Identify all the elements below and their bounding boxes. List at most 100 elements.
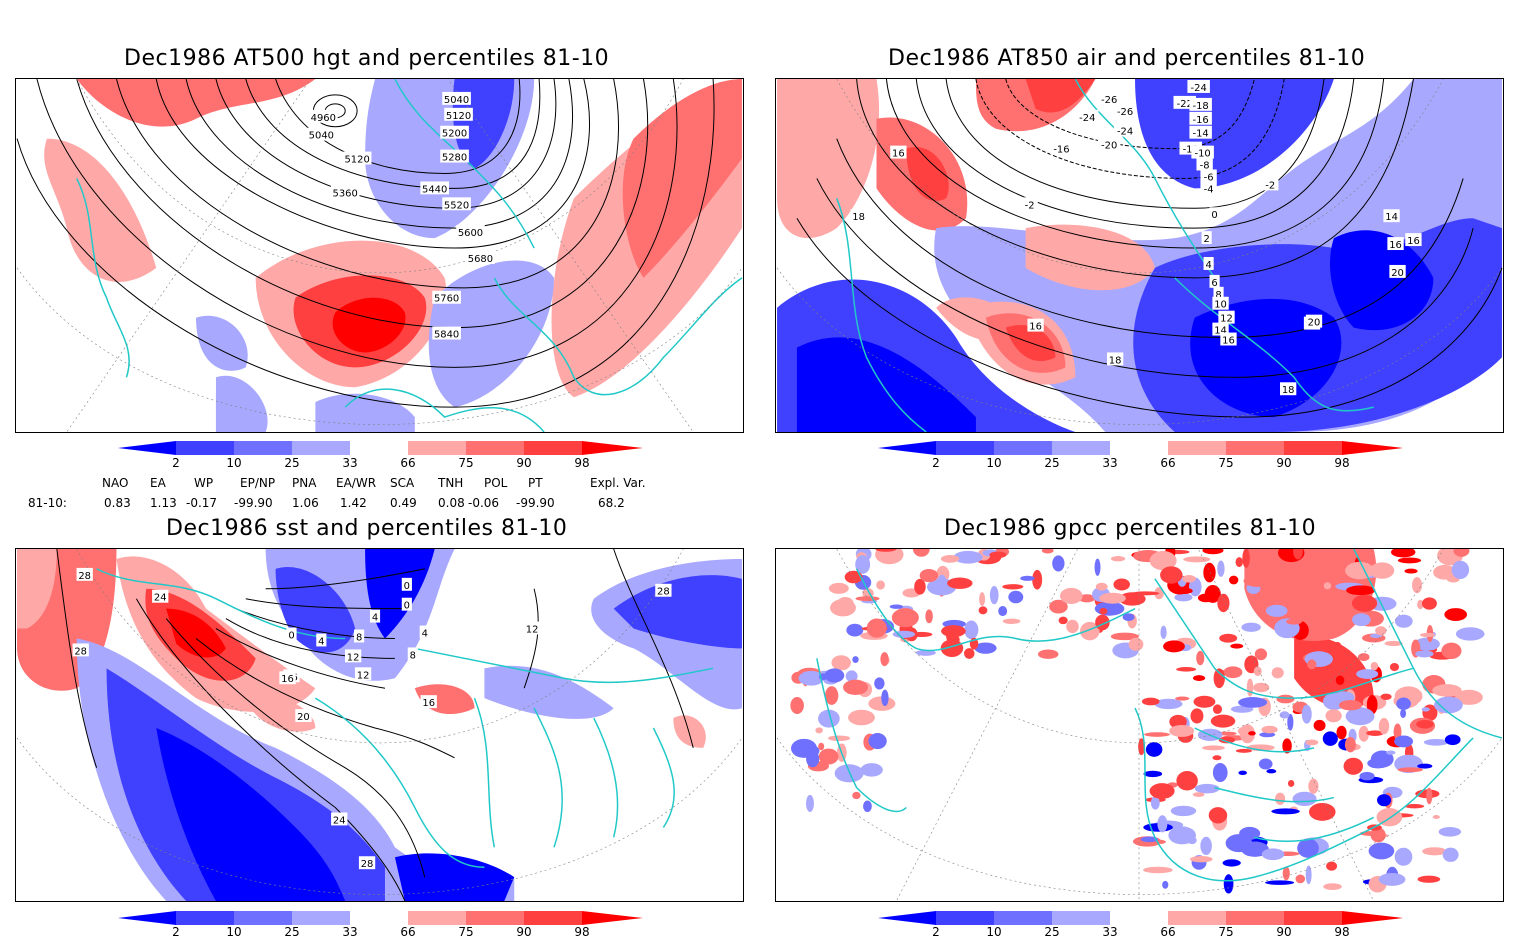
contour-label: 12 — [1220, 314, 1233, 325]
precip-patch — [947, 577, 973, 589]
precip-patch — [1218, 736, 1236, 744]
contour-label: 4960 — [311, 113, 336, 124]
contour-label-bg — [440, 125, 469, 139]
precip-patch — [1308, 778, 1319, 794]
contour-label-bg — [401, 577, 412, 591]
index-header: NAO — [102, 476, 129, 490]
precip-patch — [1389, 662, 1400, 672]
index-value: 0.49 — [390, 496, 417, 510]
contour-label-bg — [354, 629, 365, 643]
index-header: POL — [484, 476, 508, 490]
precip-patch — [1239, 724, 1256, 744]
contour-label-bg — [442, 197, 471, 211]
contour-label-bg — [1097, 137, 1121, 151]
contour-label-bg — [369, 609, 381, 623]
contour-label: 8 — [410, 650, 416, 661]
precip-patch — [848, 709, 875, 726]
precip-patch — [1243, 575, 1274, 587]
precip-patch — [1182, 575, 1196, 583]
precip-patch — [1160, 566, 1183, 584]
contour-label-bg — [1027, 318, 1044, 332]
colorbar-top-right — [878, 440, 1403, 455]
contour-label: -26 — [1117, 107, 1133, 118]
precip-patch — [1190, 708, 1204, 724]
precip-patch — [892, 630, 916, 638]
precip-patch — [1323, 582, 1332, 590]
precip-patch — [1194, 783, 1220, 794]
precip-patch — [1110, 556, 1126, 562]
precip-patch — [1333, 561, 1342, 579]
contour-label: 0 — [288, 630, 294, 641]
precip-patch — [1144, 732, 1170, 737]
colorbar-tick-label: 75 — [1218, 456, 1234, 470]
precip-patch — [790, 696, 804, 715]
colorbar-swatch — [1168, 441, 1226, 455]
precip-patch — [1192, 675, 1206, 681]
precip-patch — [874, 677, 885, 690]
contour-label: 16 — [422, 698, 435, 709]
index-header: SCA — [390, 476, 415, 490]
precip-patch — [1110, 632, 1140, 641]
colorbar-arrow-high — [582, 911, 643, 925]
precip-patch — [824, 668, 845, 683]
panel-title-gpcc: Dec1986 gpcc percentiles 81-10 — [944, 516, 1317, 541]
precip-patch — [1396, 697, 1411, 710]
precip-patch — [1145, 742, 1163, 757]
precip-patch — [1397, 557, 1422, 564]
precip-patch — [855, 555, 871, 574]
contour-label-bg — [1021, 197, 1038, 211]
precip-patch — [1261, 725, 1278, 734]
contour-label-bg — [1200, 169, 1217, 183]
precip-patch — [974, 642, 997, 654]
index-value: 1.42 — [340, 496, 367, 510]
precip-patch — [1444, 734, 1461, 746]
precip-patch — [1417, 875, 1441, 883]
precip-patch — [1359, 771, 1375, 781]
precip-patch — [1416, 719, 1434, 729]
colorbar-swatches — [878, 441, 1403, 455]
precip-patch — [1434, 696, 1463, 714]
contour-label-bg — [1203, 256, 1214, 270]
precip-patch — [1210, 714, 1236, 728]
precip-patch — [881, 689, 889, 707]
graticule — [776, 79, 1503, 425]
contour-label-bg — [1191, 145, 1214, 159]
precip-patch — [1394, 847, 1413, 866]
precip-patch — [1444, 608, 1468, 621]
precip-patch — [1154, 698, 1183, 710]
precip-patch — [1238, 697, 1268, 708]
colorbar-tick-label: 90 — [1276, 456, 1292, 470]
precip-patch — [1094, 558, 1101, 576]
colorbar-swatch — [408, 911, 466, 925]
precip-patch — [946, 627, 957, 644]
precip-patch — [1202, 745, 1225, 751]
contour-label-bg — [850, 209, 867, 223]
precip-patch — [1271, 808, 1300, 815]
colorbar-swatch — [466, 911, 524, 925]
precip-patch — [1192, 792, 1205, 797]
precip-patch — [1200, 836, 1212, 856]
precip-patch — [940, 639, 964, 657]
precip-patch — [1254, 648, 1268, 661]
contour-label: 5120 — [446, 111, 471, 122]
contour-label-bg — [440, 149, 469, 163]
contour-label: 5840 — [434, 330, 459, 341]
colorbar-tick-label: 10 — [226, 925, 242, 939]
precip-patch — [876, 580, 885, 590]
precip-patch — [1390, 549, 1416, 558]
map-panel-gpcc — [775, 548, 1504, 902]
panel-title-sst: Dec1986 sst and percentiles 81-10 — [166, 516, 568, 541]
graticule — [16, 79, 743, 432]
contour-label-bg — [407, 647, 418, 661]
temperature-contours — [796, 79, 1503, 418]
precip-patch — [1400, 708, 1407, 718]
index-row-label: 81-10: — [28, 496, 67, 510]
precip-patch — [1099, 592, 1126, 604]
precip-patch — [1323, 883, 1342, 890]
precip-patch — [1208, 807, 1228, 824]
precip-patch — [889, 604, 904, 609]
precip-patch — [1333, 641, 1342, 653]
precip-patch — [1322, 731, 1338, 746]
contour-label-bg — [76, 567, 93, 581]
precip-patch — [837, 597, 854, 610]
